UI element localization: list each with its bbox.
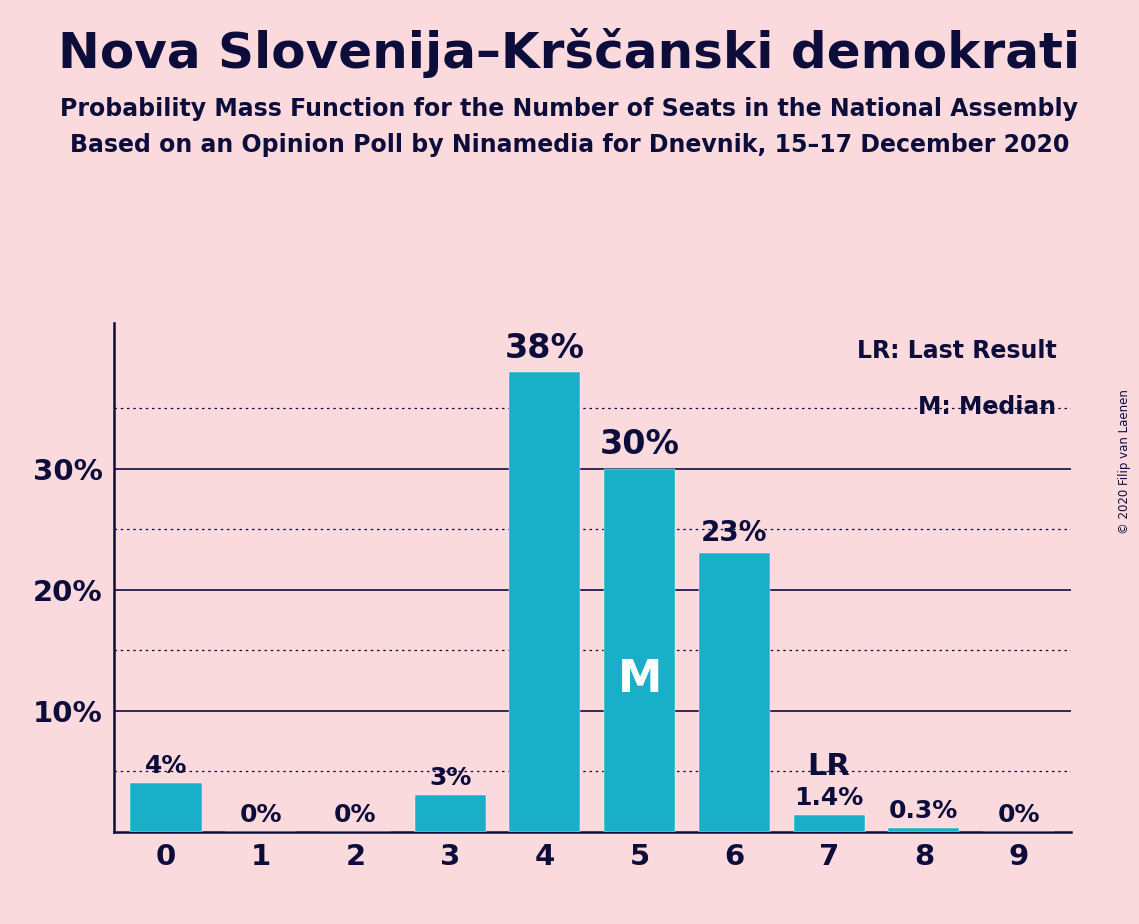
- Text: © 2020 Filip van Laenen: © 2020 Filip van Laenen: [1118, 390, 1131, 534]
- Text: 0%: 0%: [239, 803, 282, 827]
- Bar: [415, 796, 485, 832]
- Bar: [794, 815, 865, 832]
- Text: Based on an Opinion Poll by Ninamedia for Dnevnik, 15–17 December 2020: Based on an Opinion Poll by Ninamedia fo…: [69, 133, 1070, 157]
- Text: LR: LR: [808, 752, 851, 781]
- Bar: [699, 553, 770, 832]
- Bar: [888, 828, 959, 832]
- Text: 23%: 23%: [702, 519, 768, 547]
- Text: LR: Last Result: LR: Last Result: [857, 338, 1056, 362]
- Text: M: Median: M: Median: [918, 395, 1056, 419]
- Text: 30%: 30%: [600, 429, 680, 461]
- Text: 4%: 4%: [145, 754, 187, 778]
- Text: M: M: [617, 658, 662, 700]
- Text: 0.3%: 0.3%: [890, 799, 958, 823]
- Bar: [509, 371, 581, 832]
- Bar: [604, 468, 675, 832]
- Text: 0%: 0%: [334, 803, 377, 827]
- Text: 0%: 0%: [998, 803, 1040, 827]
- Bar: [131, 784, 202, 832]
- Text: Probability Mass Function for the Number of Seats in the National Assembly: Probability Mass Function for the Number…: [60, 97, 1079, 121]
- Text: 38%: 38%: [505, 332, 584, 365]
- Text: 1.4%: 1.4%: [795, 785, 863, 809]
- Text: 3%: 3%: [429, 767, 472, 790]
- Text: Nova Slovenija–Krščanski demokrati: Nova Slovenija–Krščanski demokrati: [58, 28, 1081, 78]
